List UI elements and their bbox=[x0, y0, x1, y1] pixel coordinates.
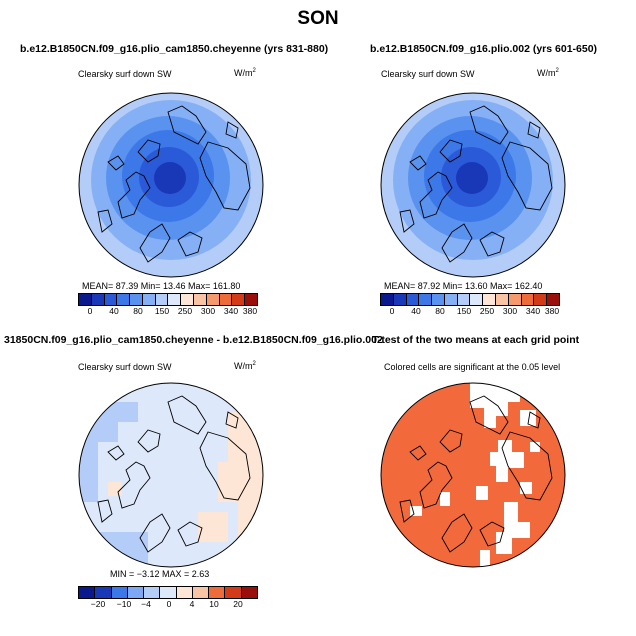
panel-2-variable-label: Clearsky surf down SW bbox=[381, 69, 475, 79]
panel-3-statistics: MIN = −3.12 MAX = 2.63 bbox=[110, 569, 210, 579]
panel-3-difference-map bbox=[78, 382, 264, 568]
colorbar-tick-label: 300 bbox=[502, 306, 518, 316]
colorbar-tick-label: 40 bbox=[411, 306, 421, 316]
panel-1-colorbar-labels: 0 40 80 150 250 300 340 380 bbox=[78, 306, 258, 318]
colorbar-tick-label: 250 bbox=[177, 306, 193, 316]
colorbar-tick-label: 80 bbox=[133, 306, 143, 316]
panel-2-title: b.e12.B1850CN.f09_g16.plio.002 (yrs 601-… bbox=[370, 43, 598, 55]
colorbar-tick-label: 0 bbox=[87, 306, 93, 316]
colorbar-tick-label: 4 bbox=[189, 599, 195, 609]
panel-1-title: b.e12.B1850CN.f09_g16.plio_cam1850.cheye… bbox=[20, 43, 329, 55]
panel-1-statistics: MEAN= 87.39 Min= 13.46 Max= 161.80 bbox=[82, 281, 241, 291]
colorbar-tick-label: 340 bbox=[525, 306, 541, 316]
figure-title: SON bbox=[297, 8, 339, 29]
panel-2-colorbar bbox=[380, 293, 560, 306]
panel-2-units: W/m2 bbox=[537, 68, 559, 78]
colorbar-tick-label: −4 bbox=[141, 599, 151, 609]
colorbar-tick-label: 150 bbox=[456, 306, 472, 316]
panel-2-colorbar-labels: 0 40 80 150 250 300 340 380 bbox=[380, 306, 560, 318]
colorbar-tick-label: 250 bbox=[479, 306, 495, 316]
colorbar-tick-label: 340 bbox=[223, 306, 239, 316]
panel-1-variable-label: Clearsky surf down SW bbox=[78, 69, 172, 79]
colorbar-tick-label: 0 bbox=[389, 306, 395, 316]
colorbar-tick-label: 0 bbox=[166, 599, 172, 609]
colorbar-tick-label: 380 bbox=[544, 306, 560, 316]
colorbar-tick-label: 80 bbox=[435, 306, 445, 316]
panel-4-ttest-map bbox=[380, 382, 566, 568]
panel-3-units: W/m2 bbox=[234, 361, 256, 371]
panel-1-colorbar bbox=[78, 293, 258, 306]
panel-3-colorbar-labels: −20 −10 −4 0 4 10 20 bbox=[78, 599, 256, 611]
colorbar-tick-label: 380 bbox=[242, 306, 258, 316]
panel-1-polar-map bbox=[78, 92, 264, 278]
panel-4-title: T-test of the two means at each grid poi… bbox=[372, 334, 580, 346]
colorbar-tick-label: 150 bbox=[154, 306, 170, 316]
panel-2-polar-map bbox=[380, 92, 566, 278]
colorbar-tick-label: 40 bbox=[109, 306, 119, 316]
panel-3-variable-label: Clearsky surf down SW bbox=[78, 362, 172, 372]
panel-2-statistics: MEAN= 87.92 Min= 13.60 Max= 162.40 bbox=[384, 281, 543, 291]
colorbar-tick-label: 10 bbox=[209, 599, 219, 609]
colorbar-tick-label: −10 bbox=[116, 599, 132, 609]
panel-3-title: 31850CN.f09_g16.plio_cam1850.cheyenne - … bbox=[4, 334, 383, 346]
panel-3-colorbar bbox=[78, 586, 258, 599]
panel-1-units: W/m2 bbox=[234, 68, 256, 78]
colorbar-tick-label: 300 bbox=[200, 306, 216, 316]
colorbar-tick-label: −20 bbox=[90, 599, 106, 609]
panel-4-variable-label: Colored cells are significant at the 0.0… bbox=[384, 362, 561, 372]
colorbar-tick-label: 20 bbox=[233, 599, 243, 609]
